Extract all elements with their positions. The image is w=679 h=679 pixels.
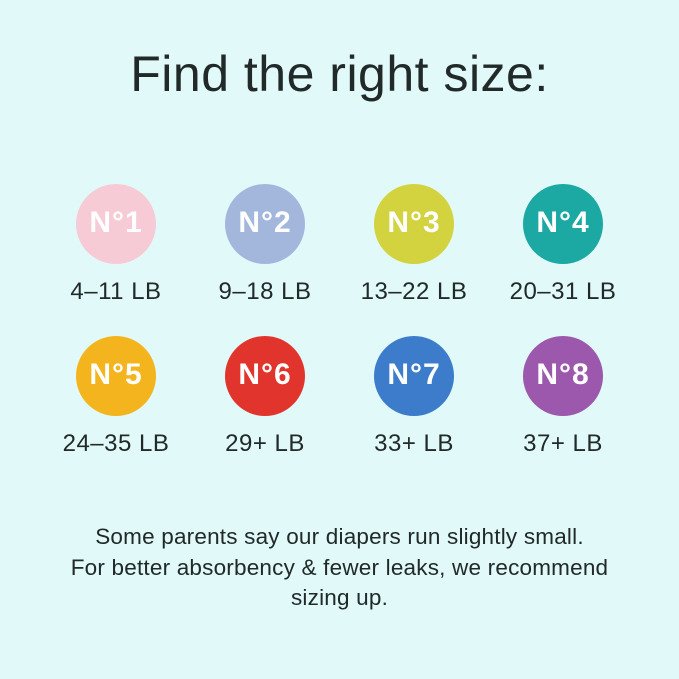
size-number-label: N°8 — [536, 358, 590, 391]
size-weight-label: 9–18 LB — [218, 278, 312, 305]
sizing-note-line-1: Some parents say our diapers run slightl… — [95, 524, 584, 549]
size-weight-label: 13–22 LB — [360, 278, 468, 305]
size-item-1: N°1 4–11 LB — [42, 184, 191, 306]
size-weight-label: 20–31 LB — [509, 278, 617, 305]
sizing-note-line-2: For better absorbency & fewer leaks, we … — [70, 554, 609, 580]
size-circle-4: N°4 — [523, 184, 603, 264]
size-number-label: N°2 — [238, 206, 292, 239]
size-number-label: N°3 — [387, 206, 441, 239]
size-circle-1: N°1 — [76, 184, 156, 264]
size-circle-7: N°7 — [374, 336, 454, 416]
size-item-5: N°5 24–35 LB — [42, 336, 191, 458]
size-item-3: N°3 13–22 LB — [340, 184, 489, 306]
size-weight-label: 24–35 LB — [62, 430, 170, 457]
size-number-label: N°7 — [387, 358, 441, 391]
page-title: Find the right size: — [130, 46, 549, 102]
size-circle-2: N°2 — [225, 184, 305, 264]
size-weight-label: 4–11 LB — [70, 278, 162, 305]
size-circle-6: N°6 — [225, 336, 305, 416]
size-item-4: N°4 20–31 LB — [489, 184, 638, 306]
size-item-8: N°8 37+ LB — [489, 336, 638, 458]
size-weight-label: 37+ LB — [523, 430, 603, 457]
size-item-6: N°6 29+ LB — [191, 336, 340, 458]
size-number-label: N°6 — [238, 358, 292, 391]
size-number-label: N°5 — [89, 358, 143, 391]
size-circle-5: N°5 — [76, 336, 156, 416]
sizing-note-line-3: sizing up. — [290, 585, 389, 610]
size-item-7: N°7 33+ LB — [340, 336, 489, 458]
size-circle-8: N°8 — [523, 336, 603, 416]
size-weight-label: 29+ LB — [225, 430, 305, 457]
size-item-2: N°2 9–18 LB — [191, 184, 340, 306]
size-number-label: N°4 — [536, 206, 590, 239]
size-circle-3: N°3 — [374, 184, 454, 264]
size-number-label: N°1 — [89, 206, 143, 239]
sizing-note: Some parents say our diapers run slightl… — [71, 522, 609, 614]
size-weight-label: 33+ LB — [374, 430, 454, 457]
sizes-grid: N°1 4–11 LB N°2 9–18 LB N°3 13–22 LB N°4… — [42, 184, 638, 458]
